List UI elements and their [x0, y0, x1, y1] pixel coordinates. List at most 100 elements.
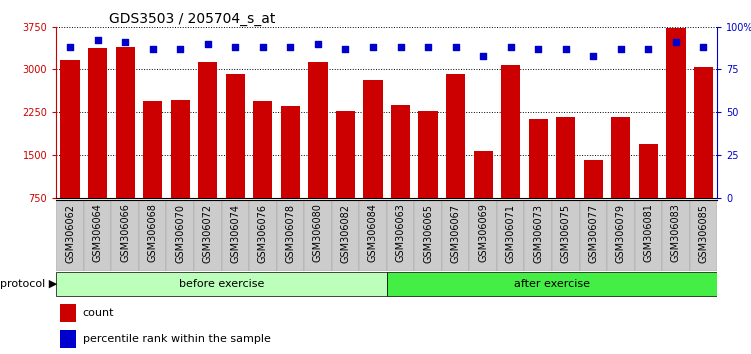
Bar	[524, 200, 552, 271]
Point	[174, 46, 186, 52]
Point	[450, 44, 462, 50]
Text: GSM306080: GSM306080	[313, 204, 323, 262]
Bar	[116, 47, 135, 198]
Point	[146, 46, 158, 52]
Text: after exercise: after exercise	[514, 279, 590, 289]
Bar	[336, 111, 355, 198]
Bar	[84, 200, 111, 271]
Bar	[249, 200, 276, 271]
Bar	[56, 272, 387, 296]
Bar	[88, 48, 107, 198]
Bar	[363, 80, 383, 198]
Bar	[59, 304, 76, 322]
Bar	[446, 74, 465, 198]
Text: GSM306084: GSM306084	[368, 204, 378, 262]
Bar	[139, 200, 167, 271]
Bar	[59, 330, 76, 348]
Point	[477, 53, 489, 58]
Bar	[387, 200, 415, 271]
Bar	[281, 105, 300, 198]
Text: GSM306073: GSM306073	[533, 204, 543, 263]
Text: GSM306066: GSM306066	[120, 204, 130, 262]
Bar	[469, 200, 497, 271]
Bar	[580, 200, 607, 271]
Text: GSM306083: GSM306083	[671, 204, 681, 262]
Point	[257, 44, 269, 50]
Bar	[497, 200, 524, 271]
Text: GSM306085: GSM306085	[698, 204, 708, 263]
Bar	[418, 111, 438, 198]
Point	[119, 39, 131, 45]
Text: protocol ▶: protocol ▶	[0, 279, 57, 289]
Bar	[638, 144, 658, 198]
Bar	[529, 119, 547, 198]
Point	[505, 44, 517, 50]
Bar	[253, 101, 273, 198]
Text: GSM306063: GSM306063	[396, 204, 406, 262]
Bar	[387, 272, 717, 296]
Bar	[607, 200, 635, 271]
Text: GSM306067: GSM306067	[451, 204, 460, 263]
Bar	[56, 200, 84, 271]
Bar	[359, 200, 387, 271]
Text: GSM306070: GSM306070	[175, 204, 185, 263]
Point	[64, 44, 76, 50]
Bar	[689, 200, 717, 271]
Text: before exercise: before exercise	[179, 279, 264, 289]
Bar	[391, 105, 410, 198]
Bar	[662, 200, 689, 271]
Bar	[222, 200, 249, 271]
Point	[367, 44, 379, 50]
Text: GSM306076: GSM306076	[258, 204, 268, 263]
Bar	[276, 200, 304, 271]
Point	[642, 46, 654, 52]
Point	[202, 41, 214, 46]
Bar	[143, 101, 162, 198]
Text: GSM306062: GSM306062	[65, 204, 75, 263]
Bar	[556, 117, 575, 198]
Text: GSM306078: GSM306078	[285, 204, 295, 263]
Point	[312, 41, 324, 46]
Text: GDS3503 / 205704_s_at: GDS3503 / 205704_s_at	[109, 12, 276, 25]
Bar	[442, 200, 469, 271]
Text: GSM306065: GSM306065	[423, 204, 433, 263]
Bar	[552, 200, 580, 271]
Text: GSM306069: GSM306069	[478, 204, 488, 262]
Text: percentile rank within the sample: percentile rank within the sample	[83, 334, 270, 344]
Bar	[111, 200, 139, 271]
Point	[394, 44, 406, 50]
Text: GSM306079: GSM306079	[616, 204, 626, 263]
Text: GSM306072: GSM306072	[203, 204, 213, 263]
Point	[92, 38, 104, 43]
Bar	[415, 200, 442, 271]
Point	[532, 46, 544, 52]
Bar	[194, 200, 222, 271]
Bar	[170, 101, 190, 198]
Bar	[167, 200, 194, 271]
Text: GSM306077: GSM306077	[588, 204, 599, 263]
Text: GSM306074: GSM306074	[231, 204, 240, 263]
Bar	[308, 62, 327, 198]
Bar	[225, 74, 245, 198]
Text: GSM306081: GSM306081	[644, 204, 653, 262]
Text: GSM306071: GSM306071	[505, 204, 516, 263]
Bar	[666, 28, 686, 198]
Text: GSM306064: GSM306064	[92, 204, 103, 262]
Text: GSM306068: GSM306068	[148, 204, 158, 262]
Bar	[694, 67, 713, 198]
Point	[422, 44, 434, 50]
Text: count: count	[83, 308, 114, 318]
Bar	[198, 62, 218, 198]
Point	[339, 46, 351, 52]
Point	[285, 44, 297, 50]
Bar	[635, 200, 662, 271]
Bar	[60, 60, 80, 198]
Bar	[611, 117, 630, 198]
Bar	[474, 151, 493, 198]
Point	[670, 39, 682, 45]
Point	[587, 53, 599, 58]
Bar	[501, 65, 520, 198]
Point	[559, 46, 572, 52]
Point	[615, 46, 627, 52]
Bar	[584, 160, 603, 198]
